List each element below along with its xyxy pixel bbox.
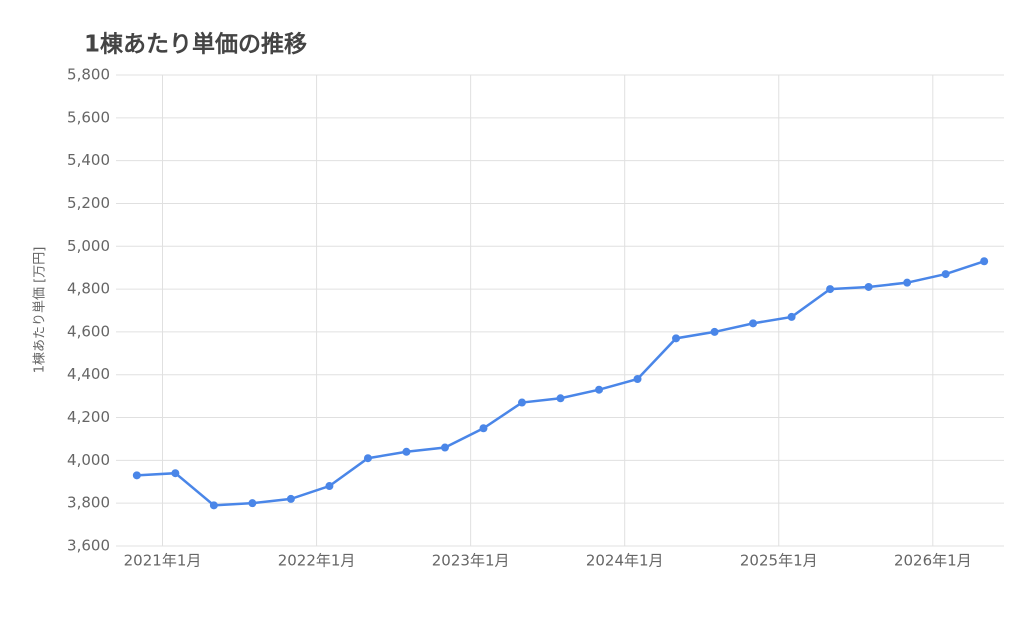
y-tick-label: 5,400 [67, 151, 110, 169]
point [749, 319, 758, 328]
y-tick-label: 4,200 [67, 408, 110, 426]
point [286, 494, 295, 503]
point [132, 471, 141, 480]
point [787, 312, 796, 321]
point [402, 447, 411, 456]
point [209, 501, 218, 510]
point [440, 443, 449, 452]
point [826, 285, 835, 294]
point [556, 394, 565, 403]
y-tick-label: 3,600 [67, 537, 110, 555]
point [941, 270, 950, 279]
point [171, 469, 180, 478]
point [595, 385, 604, 394]
x-tick-label: 2021年1月 [124, 552, 202, 570]
x-tick-label: 2026年1月 [894, 552, 972, 570]
x-tick-label: 2025年1月 [740, 552, 818, 570]
chart-title: 1棟あたり単価の推移 [84, 31, 307, 58]
y-tick-label: 4,400 [67, 365, 110, 383]
point [363, 454, 372, 463]
point [980, 257, 989, 266]
y-tick-label: 4,600 [67, 322, 110, 340]
x-tick-label: 2024年1月 [586, 552, 664, 570]
point [633, 375, 642, 384]
y-tick-label: 5,600 [67, 108, 110, 126]
point [479, 424, 488, 433]
point [672, 334, 681, 343]
point [864, 282, 873, 291]
y-tick-label: 4,000 [67, 451, 110, 469]
point [710, 327, 719, 336]
y-tick-label: 3,800 [67, 494, 110, 512]
y-tick-label: 5,000 [67, 237, 110, 255]
point [903, 278, 912, 287]
y-tick-label: 4,800 [67, 280, 110, 298]
x-tick-label: 2022年1月 [278, 552, 356, 570]
line [136, 260, 985, 507]
y-tick-label: 5,800 [67, 66, 110, 84]
x-tick-label: 2023年1月 [432, 552, 510, 570]
y-axis-label: 1棟あたり単価 [万円] [32, 247, 48, 374]
point [325, 482, 334, 491]
y-tick-label: 5,200 [67, 194, 110, 212]
point [248, 499, 257, 508]
point [517, 398, 526, 407]
